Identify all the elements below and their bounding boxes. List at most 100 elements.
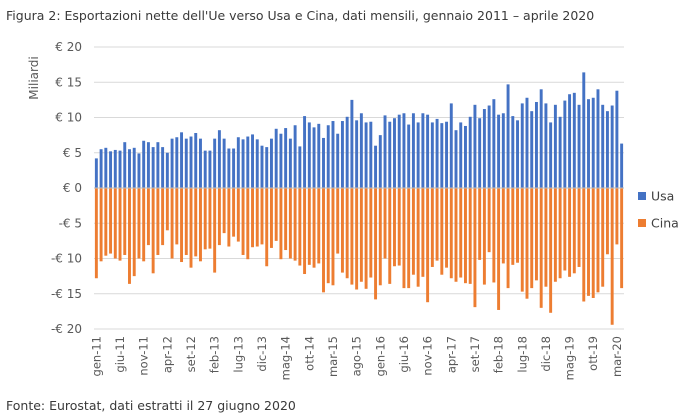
bar-usa bbox=[506, 84, 510, 188]
bar-usa bbox=[596, 89, 600, 188]
bar-cina bbox=[383, 188, 387, 259]
bar-cina bbox=[558, 188, 562, 279]
x-tick-label: nov-16 bbox=[421, 336, 435, 376]
bar-usa bbox=[203, 150, 207, 188]
bar-cina bbox=[473, 188, 477, 308]
bar-usa bbox=[132, 147, 136, 188]
bar-cina bbox=[288, 188, 292, 259]
bar-usa bbox=[298, 146, 302, 188]
bar-usa bbox=[288, 138, 292, 188]
bar-usa bbox=[416, 122, 420, 188]
bar-usa bbox=[123, 142, 127, 188]
bar-cina bbox=[388, 188, 392, 284]
bar-cina bbox=[369, 188, 373, 278]
bar-cina bbox=[298, 188, 302, 266]
bar-usa bbox=[620, 143, 624, 188]
bar-cina bbox=[464, 188, 467, 284]
bar-cina bbox=[104, 188, 108, 256]
x-tick-label: ott-19 bbox=[586, 336, 600, 371]
bar-cina bbox=[326, 188, 330, 284]
bar-usa bbox=[260, 145, 264, 188]
bar-cina bbox=[345, 188, 349, 279]
bar-usa bbox=[284, 128, 288, 188]
bar-cina bbox=[208, 188, 212, 249]
bar-usa bbox=[303, 116, 307, 188]
bar-usa bbox=[307, 122, 311, 188]
bar-cina bbox=[374, 188, 378, 300]
x-tick-label: nov-11 bbox=[137, 336, 151, 376]
bar-cina bbox=[416, 188, 420, 287]
bar-cina bbox=[203, 188, 207, 250]
bar-usa bbox=[109, 151, 113, 188]
x-tick-label: mag-19 bbox=[563, 336, 577, 380]
bar-cina bbox=[421, 188, 425, 277]
bar-cina bbox=[246, 188, 250, 260]
bar-usa bbox=[355, 120, 359, 188]
bar-usa bbox=[582, 72, 586, 188]
bar-cina bbox=[534, 188, 538, 281]
bar-usa bbox=[591, 97, 595, 188]
bar-usa bbox=[473, 104, 477, 188]
bar-cina bbox=[194, 188, 198, 257]
bar-usa bbox=[255, 139, 259, 188]
bar-usa bbox=[293, 125, 297, 188]
bar-usa bbox=[397, 114, 401, 188]
x-tick-label: set-17 bbox=[468, 336, 482, 372]
bar-usa bbox=[146, 142, 150, 188]
y-tick-label: € 20 bbox=[55, 40, 82, 54]
bar-usa bbox=[534, 101, 538, 188]
legend-swatch-usa bbox=[638, 192, 646, 200]
bar-cina bbox=[497, 188, 501, 310]
bar-cina bbox=[189, 188, 193, 268]
bar-usa bbox=[530, 111, 534, 188]
bar-usa bbox=[516, 120, 519, 188]
y-tick-label: -€ 5 bbox=[59, 216, 82, 230]
bar-cina bbox=[118, 188, 122, 261]
bar-cina bbox=[307, 188, 311, 265]
bar-usa bbox=[345, 116, 349, 188]
bar-usa bbox=[421, 113, 425, 188]
bar-usa bbox=[615, 90, 619, 188]
bar-usa bbox=[402, 113, 406, 188]
bar-cina bbox=[312, 188, 316, 268]
bar-usa bbox=[222, 138, 226, 188]
bar-cina bbox=[251, 188, 254, 248]
x-tick-label: lug-13 bbox=[231, 336, 245, 373]
bar-cina bbox=[222, 188, 226, 234]
x-tick-label: feb-18 bbox=[492, 336, 506, 373]
bar-usa bbox=[350, 99, 354, 189]
y-tick-label: € 15 bbox=[55, 75, 82, 89]
bar-usa bbox=[265, 147, 269, 188]
bar-cina bbox=[303, 188, 307, 275]
bar-cina bbox=[378, 188, 382, 286]
bar-usa bbox=[497, 114, 501, 188]
bar-usa bbox=[170, 138, 174, 188]
bar-cina bbox=[113, 188, 117, 259]
bar-cina bbox=[284, 188, 288, 251]
bar-usa bbox=[213, 138, 217, 188]
bar-usa bbox=[492, 99, 496, 188]
x-tick-label: gen-11 bbox=[89, 336, 103, 376]
bar-cina bbox=[544, 188, 548, 287]
bar-cina bbox=[255, 188, 259, 247]
bar-cina bbox=[331, 188, 335, 286]
bar-usa bbox=[104, 147, 108, 188]
bar-cina bbox=[137, 188, 141, 259]
bar-usa bbox=[539, 89, 543, 188]
bar-usa bbox=[94, 158, 98, 188]
bar-cina bbox=[184, 188, 188, 255]
bar-usa bbox=[151, 147, 155, 188]
bar-cina bbox=[582, 188, 586, 302]
bar-cina bbox=[478, 188, 482, 260]
y-tick-label: -€ 20 bbox=[51, 322, 82, 336]
bar-usa bbox=[525, 97, 529, 188]
bar-cina bbox=[572, 188, 576, 274]
bar-usa bbox=[544, 103, 548, 188]
bar-cina bbox=[236, 188, 240, 242]
bar-cina bbox=[539, 188, 543, 308]
bar-usa bbox=[563, 100, 567, 188]
y-tick-label: -€ 15 bbox=[51, 287, 82, 301]
bar-usa bbox=[274, 128, 278, 188]
bar-usa bbox=[601, 104, 605, 188]
